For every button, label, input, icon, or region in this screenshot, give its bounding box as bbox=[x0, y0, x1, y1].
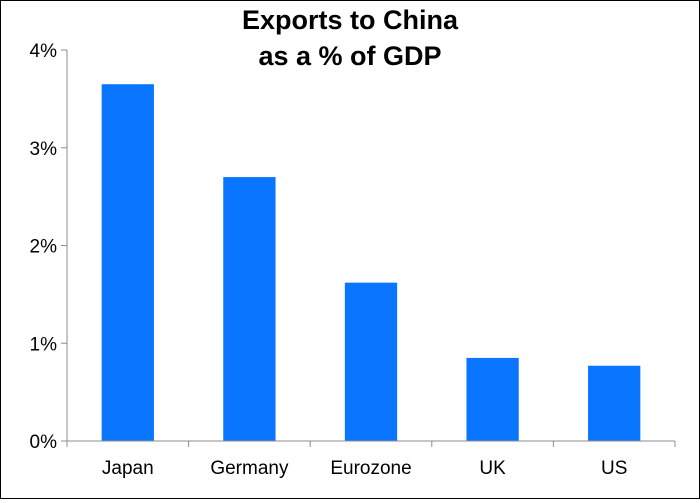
bar-japan bbox=[101, 84, 154, 442]
y-tick-label: 1% bbox=[30, 334, 58, 355]
x-tick-label: Japan bbox=[102, 458, 154, 479]
bar-eurozone bbox=[344, 282, 398, 441]
chart-title-line-1: Exports to China bbox=[242, 5, 459, 35]
x-tick-label: UK bbox=[479, 458, 506, 479]
bar-germany bbox=[223, 177, 276, 441]
x-tick-label: Eurozone bbox=[330, 458, 411, 479]
y-tick-label: 4% bbox=[30, 41, 58, 62]
bar-uk bbox=[466, 357, 519, 441]
chart-title-line-2: as a % of GDP bbox=[258, 41, 441, 71]
y-tick-label: 2% bbox=[30, 237, 58, 258]
x-tick-label: Germany bbox=[210, 458, 289, 479]
plot-area: 0% 1% 2% 3% 4% Japan Germany Eurozone UK US bbox=[30, 41, 676, 479]
y-tick-label: 3% bbox=[30, 139, 58, 160]
bar-us bbox=[588, 365, 641, 441]
x-tick-label: US bbox=[601, 458, 627, 479]
y-tick-label: 0% bbox=[30, 432, 58, 453]
